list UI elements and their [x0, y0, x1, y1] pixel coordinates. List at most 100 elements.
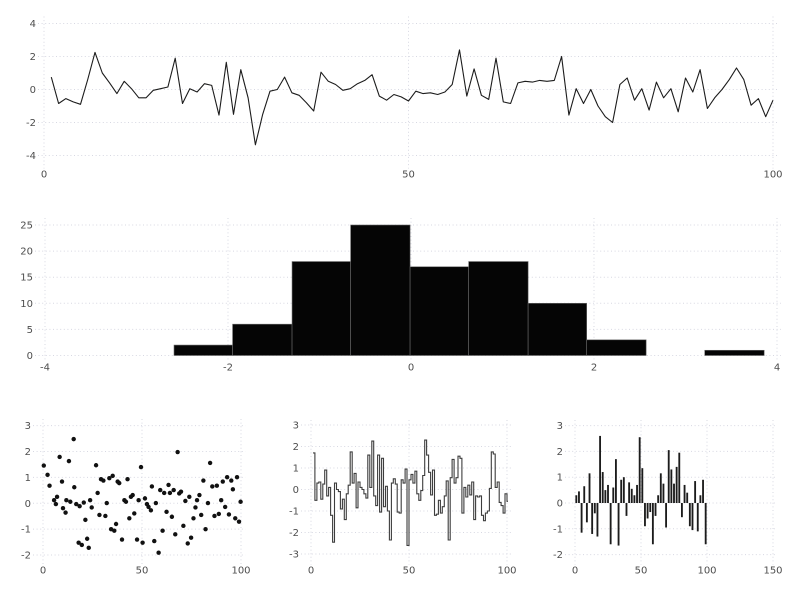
- scatter-point: [194, 497, 200, 503]
- bar: [680, 503, 683, 518]
- y-tick-label: 0: [293, 485, 299, 496]
- y-tick-label: 1: [557, 473, 563, 484]
- x-tick-label: 50: [402, 170, 415, 181]
- histogram-chart: 0 5 10 15 20 25 -4 -2 0 2 4: [20, 218, 781, 374]
- histogram-bar: [291, 261, 351, 356]
- x-tick-label: -4: [40, 363, 50, 374]
- scatter-point: [149, 484, 155, 489]
- bar: [588, 473, 591, 503]
- histogram-bar: [586, 339, 647, 356]
- x-tick-label: 100: [763, 170, 782, 181]
- y-tick-label: -2: [26, 118, 36, 129]
- scatter-point: [207, 460, 213, 466]
- bar: [670, 469, 673, 503]
- scatter-point: [134, 537, 140, 542]
- y-tick-label: 3: [557, 421, 563, 432]
- scatter-point: [197, 492, 202, 498]
- scatter-point: [41, 463, 46, 468]
- scatter-point: [222, 504, 228, 510]
- x-tick-label: 0: [572, 566, 578, 577]
- y-tick-label: 3: [25, 421, 31, 432]
- x-tick-label: -2: [223, 363, 233, 374]
- scatter-point: [68, 499, 73, 504]
- y-tick-label: 15: [20, 273, 33, 284]
- scatter-point: [158, 487, 163, 493]
- scatter-point: [156, 550, 161, 555]
- scatter-point: [104, 500, 109, 506]
- scatter-point: [76, 540, 81, 545]
- bar: [580, 503, 583, 533]
- scatter-point: [136, 497, 141, 503]
- scatter-point: [60, 506, 66, 511]
- scatter-point: [117, 480, 122, 486]
- scatter-point: [229, 478, 234, 483]
- scatter-point: [74, 501, 79, 507]
- scatter-point: [45, 472, 50, 478]
- histogram-bar: [173, 344, 233, 356]
- bar: [657, 495, 660, 503]
- scatter-point: [219, 497, 224, 503]
- step-series: [313, 439, 508, 546]
- bar: [575, 495, 578, 503]
- y-tick-label: -2: [553, 550, 563, 561]
- bar: [591, 503, 594, 534]
- scatter-point: [110, 473, 115, 479]
- y-tick-label: -3: [289, 550, 299, 561]
- scatter-point: [72, 485, 77, 490]
- bar: [617, 503, 620, 546]
- y-tick-label: 2: [557, 447, 563, 458]
- scatter-point: [113, 521, 119, 527]
- bar: [583, 486, 586, 503]
- scatter-point: [140, 540, 145, 545]
- bar: [620, 479, 623, 503]
- scatter-point: [212, 513, 217, 519]
- scatter-point: [83, 517, 88, 523]
- y-tick-label: 2: [30, 52, 36, 63]
- scatter-point: [84, 536, 90, 541]
- scatter-point: [123, 499, 129, 504]
- scatter-point: [47, 483, 52, 488]
- bar: [599, 435, 602, 503]
- scatter-point: [79, 542, 85, 548]
- scatter-point: [119, 537, 125, 542]
- scatter-point: [86, 545, 91, 551]
- bar: [675, 466, 678, 503]
- scatter-point: [238, 499, 243, 504]
- x-tick-label: 100: [697, 566, 716, 577]
- y-tick-label: 0: [27, 351, 33, 362]
- y-tick-label: 1: [293, 464, 299, 475]
- scatter-point: [210, 484, 215, 489]
- y-tick-label: -1: [289, 507, 299, 518]
- scatter-point: [230, 487, 236, 492]
- bar: [644, 503, 646, 527]
- scatter-point: [234, 474, 240, 480]
- bar: [654, 503, 657, 516]
- scatter-point: [164, 509, 169, 515]
- scatter-point: [66, 458, 72, 464]
- scatter-point: [112, 528, 117, 533]
- x-tick-label: 100: [497, 566, 516, 577]
- bar: [628, 482, 631, 503]
- scatter-point: [152, 538, 157, 544]
- scatter-point: [160, 528, 165, 533]
- scatter-point: [77, 503, 82, 509]
- step-chart: -3 -2 -1 0 1 2 3 0 50 100: [289, 420, 517, 577]
- scatter-point: [193, 505, 198, 510]
- bar: [596, 503, 599, 537]
- y-tick-label: 20: [20, 247, 33, 258]
- scatter-point: [146, 504, 151, 510]
- bar: [694, 481, 697, 503]
- scatter-point: [166, 482, 171, 488]
- bar: [678, 452, 681, 503]
- bar: [625, 503, 628, 516]
- scatter-point: [130, 492, 135, 498]
- y-tick-label: -4: [26, 151, 36, 162]
- scatter-point: [167, 490, 173, 496]
- bar: [686, 492, 689, 503]
- bar: [609, 503, 612, 545]
- scatter-point: [183, 498, 188, 504]
- bar: [704, 503, 707, 545]
- scatter-point: [97, 512, 102, 518]
- scatter-point: [188, 535, 194, 540]
- y-tick-label: 0: [25, 499, 31, 510]
